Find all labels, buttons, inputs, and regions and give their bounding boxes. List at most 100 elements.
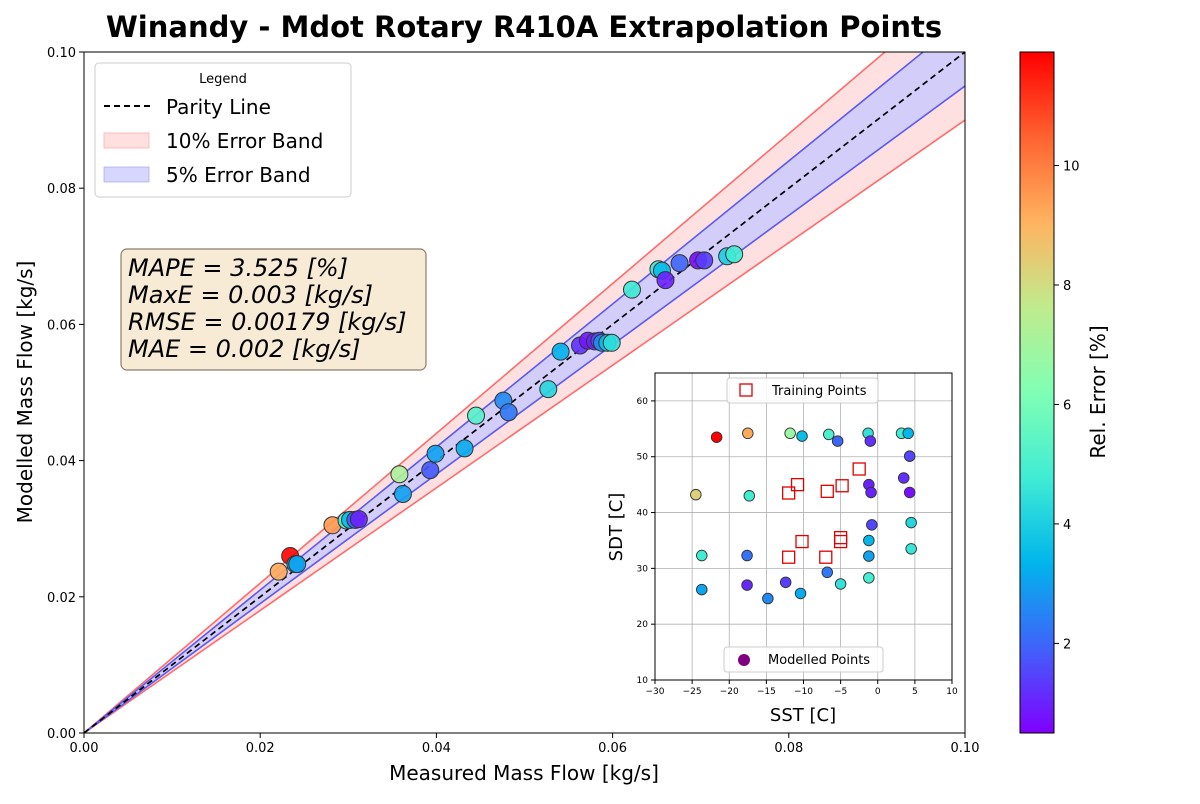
data-point [455,439,474,458]
inset-data-points [690,427,917,605]
modelled-point [690,488,702,501]
five-band-legend-swatch [103,166,150,183]
stat-mape: MAPE = 3.525 [%] [128,254,348,282]
inset-legend-modelled: Modelled Points [723,646,884,673]
legend-parity-label: Parity Line [166,95,271,119]
inset-x-tick-label: −5 [834,687,847,697]
ten-band-legend-swatch [103,132,150,149]
inset-axes: −30 −25 −20 −15 −10 −5 0 5 10 10 20 30 40 50 60 [637,397,958,697]
inset-legend-training-label: Training Points [771,384,867,399]
data-point [349,510,368,529]
modelled-point [741,579,753,591]
training-point [782,486,796,500]
colorbar-tick-label: 4 [1063,518,1071,533]
x-tick-label: 0.00 [70,741,99,756]
data-point [288,555,307,574]
modelled-point [865,486,877,499]
inset-x-tick-label: −10 [794,687,813,697]
data-point [426,444,445,463]
colorbar-gradient [1019,51,1055,734]
stats-box-background [120,248,427,371]
data-point [551,342,570,361]
inset-y-tick-label: 50 [637,453,649,463]
data-point [421,461,440,480]
y-tick-label: 0.10 [47,46,76,61]
modelled-point [905,543,917,555]
data-point [725,245,744,264]
colorbar-ticks: 2 4 6 8 10 [1054,160,1080,652]
legend-five-band-label: 5% Error Band [166,163,311,187]
modelled-point [834,578,847,590]
main-data-points [269,245,744,581]
modelled-point [863,550,875,562]
modelled-point [902,427,914,440]
inset-x-tick-label: −30 [646,687,665,697]
colorbar-tick-label: 6 [1063,398,1071,413]
x-tick-label: 0.08 [774,741,803,756]
modelled-point [743,490,756,502]
modelled-point [897,472,910,484]
colorbar-label: Rel. Error [%] [1086,325,1110,458]
chart-title: Winandy - Mdot Rotary R410A Extrapolatio… [106,10,942,44]
stat-rmse: RMSE = 0.00179 [kg/s] [128,308,406,336]
modelled-point [831,435,844,447]
modelled-point [784,427,796,440]
inset-x-tick-label: −15 [757,687,776,697]
x-tick-label: 0.06 [598,741,627,756]
x-axis-label: Measured Mass Flow [kg/s] [389,761,659,785]
modelled-point [696,583,708,596]
colorbar-tick-label: 8 [1063,279,1071,294]
legend-box [94,62,352,198]
five-pct-upper-line [84,52,925,733]
modelled-point [866,519,878,531]
training-point [795,534,809,549]
inset-x-tick-label: 10 [946,687,958,697]
data-point [499,403,518,422]
colorbar-tick-label: 2 [1063,637,1071,652]
modelled-point [742,427,754,440]
modelled-point [903,486,916,499]
inset-y-tick-label: 60 [637,397,649,407]
training-point [852,462,866,476]
training-point-legend-marker [739,383,753,397]
training-point [790,477,805,492]
inset-x-tick-label: 5 [912,687,918,697]
modelled-point [822,428,835,441]
training-point [835,479,849,493]
colorbar: 2 4 6 8 10 Rel. Error [%] [1019,51,1110,734]
data-point [539,380,558,399]
inset-legend-modelled-label: Modelled Points [768,653,870,668]
legend: Legend Parity Line 10% Error Band 5% Err… [94,62,352,198]
inset-y-tick-label: 20 [637,620,649,630]
data-point [670,254,689,273]
data-point [390,465,409,484]
data-point [467,406,486,425]
modelled-point [863,534,875,547]
inset-y-tick-label: 10 [637,676,649,686]
stat-mae: MAE = 0.002 [kg/s] [128,335,360,363]
training-point [820,484,834,498]
training-point [819,550,833,564]
colorbar-tick-label: 10 [1063,160,1080,175]
data-point [393,484,412,503]
x-tick-label: 0.02 [246,741,275,756]
y-tick-label: 0.00 [47,727,76,742]
training-point [782,550,796,564]
main-axes: 0.00 0.02 0.04 0.06 0.08 0.10 0.00 0.02 0.04 0.06… [47,46,979,756]
inset-chart: −30 −25 −20 −15 −10 −5 0 5 10 10 20 30 40 50 60 SST [C… [606,372,958,726]
stats-box: MAPE = 3.525 [%] MaxE = 0.003 [kg/s] RMS… [120,248,427,371]
inset-y-tick-label: 30 [637,564,649,574]
inset-x-tick-label: −25 [683,687,702,697]
inset-legend-training: Training Points [726,377,879,404]
legend-ten-band-label: 10% Error Band [166,129,323,153]
x-tick-label: 0.10 [951,741,980,756]
x-tick-label: 0.04 [422,741,451,756]
legend-title: Legend [199,72,247,87]
data-point [269,562,288,581]
inset-x-tick-label: −20 [720,687,739,697]
modelled-point [710,431,723,443]
modelled-point [794,587,807,600]
modelled-point [903,450,916,462]
modelled-point [821,566,834,579]
